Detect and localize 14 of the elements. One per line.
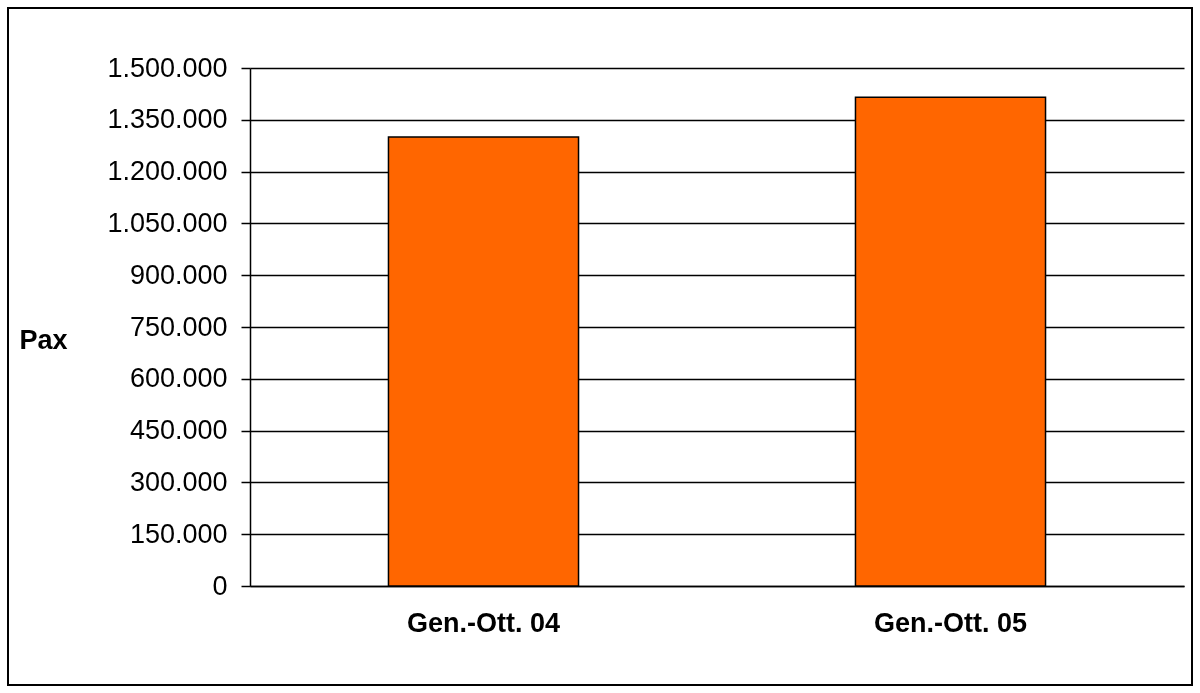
y-tick-label: 900.000 — [129, 259, 228, 290]
y-tick-label: 600.000 — [129, 363, 228, 394]
y-tick-label: 1.500.000 — [107, 52, 228, 83]
y-tick-label: 1.050.000 — [107, 207, 228, 238]
y-tick-label: 1.350.000 — [107, 104, 228, 135]
y-tick-label: 750.000 — [129, 311, 228, 342]
x-tick-label: Gen.-Ott. 05 — [873, 607, 1028, 638]
y-tick-label: 150.000 — [129, 518, 228, 549]
y-tick-label: 450.000 — [129, 415, 228, 446]
x-tick-label: Gen.-Ott. 04 — [406, 607, 561, 638]
y-axis-title: Pax — [19, 324, 68, 355]
y-tick-label: 300.000 — [129, 466, 228, 497]
y-tick-label: 0 — [212, 570, 228, 601]
y-tick-label: 1.200.000 — [107, 156, 228, 187]
